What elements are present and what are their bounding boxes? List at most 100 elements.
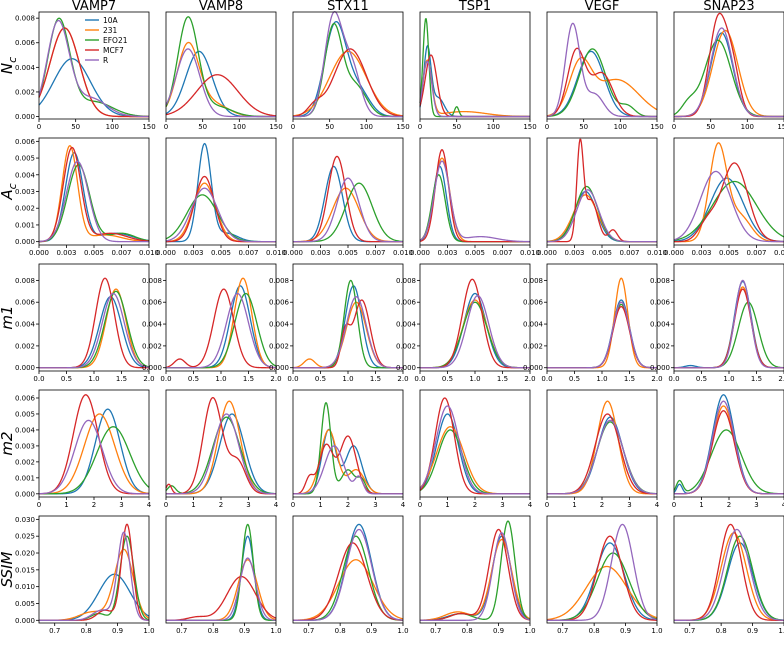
panel-n-c-tsp1: 0 50 100 150 (418, 11, 537, 131)
series-line-efo21 (673, 429, 784, 495)
series-line-r (674, 528, 784, 621)
y-tick-label: 0.005 (15, 410, 35, 418)
panel-a-c-vamp8: 0.000 0.003 0.005 0.007 0.010 (156, 137, 286, 257)
row-label-m2: m2 (0, 431, 16, 455)
y-tick-label: 0.005 (15, 600, 35, 608)
series-line-r (420, 532, 531, 621)
x-tick-label: 0.003 (310, 249, 330, 257)
x-tick-label: 3 (500, 501, 504, 509)
series-line-mcf7 (38, 146, 150, 243)
panel-a-c-stx11: 0.000 0.003 0.005 0.007 0.010 (283, 137, 413, 257)
y-tick-label: 0.004 (15, 171, 36, 179)
series-line-231 (292, 559, 404, 621)
x-tick-label: 0.010 (647, 249, 667, 257)
x-tick-label: 0.8 (589, 627, 600, 635)
x-tick-label: 2 (727, 501, 731, 509)
series-line-r (166, 557, 277, 621)
y-tick-label: 0.000 (15, 364, 35, 372)
y-tick-label: 0.010 (15, 583, 35, 591)
series-line-231 (165, 41, 276, 118)
panel-m1-snap23: 0.0 0.5 1.0 1.5 2.0 0.000 0.002 0.004 0.006 0.008 (650, 263, 784, 383)
y-tick-label: 0.002 (142, 342, 162, 350)
x-tick-label: 0.007 (111, 249, 131, 257)
x-tick-label: 0 (418, 501, 422, 509)
series-line-r (293, 177, 403, 243)
x-tick-label: 0.010 (139, 249, 159, 257)
x-tick-label: 150 (142, 123, 155, 131)
y-tick-label: 0.008 (15, 277, 35, 285)
x-tick-label: 50 (706, 123, 715, 131)
series-line-mcf7 (165, 575, 277, 621)
series-line-10a (673, 394, 784, 495)
panel-frame (673, 515, 784, 624)
series-line-r (419, 405, 530, 495)
x-tick-label: 3 (373, 501, 377, 509)
y-tick-label: 0.025 (15, 533, 35, 541)
y-tick-label: 0.004 (650, 321, 671, 329)
y-tick-label: 0.004 (15, 321, 36, 329)
series-line-10a (420, 292, 530, 369)
x-tick-label: 1.5 (116, 375, 127, 383)
series-line-231 (419, 157, 530, 243)
x-tick-label: 1.0 (143, 627, 154, 635)
series-line-10a (547, 416, 658, 495)
y-tick-label: 0.002 (396, 342, 416, 350)
series-line-mcf7 (293, 155, 403, 243)
series-line-efo21 (546, 48, 658, 118)
x-tick-label: 4 (274, 501, 279, 509)
x-tick-label: 4 (147, 501, 152, 509)
panel-frame (292, 137, 404, 246)
x-tick-label: 2.0 (270, 375, 281, 383)
x-tick-label: 0.7 (557, 627, 568, 635)
y-tick-label: 0.015 (15, 566, 35, 574)
series-line-efo21 (39, 290, 150, 369)
x-tick-label: 2 (600, 501, 604, 509)
y-tick-label: 0.000 (396, 364, 416, 372)
panel-frame (673, 11, 784, 120)
series-line-r (38, 419, 149, 495)
x-tick-label: 0 (37, 501, 41, 509)
series-line-mcf7 (165, 175, 276, 243)
y-tick-label: 0.000 (269, 364, 289, 372)
x-tick-label: 0.000 (537, 249, 557, 257)
series-line-efo21 (38, 164, 150, 243)
series-line-mcf7 (38, 27, 149, 118)
x-tick-label: 100 (614, 123, 627, 131)
row-label-main: m1 (0, 305, 16, 329)
x-tick-label: 0.9 (620, 627, 631, 635)
y-tick-label: 0.004 (269, 321, 290, 329)
series-line-efo21 (674, 301, 784, 369)
x-tick-label: 0.007 (619, 249, 639, 257)
row-label-m1: m1 (0, 305, 16, 329)
y-tick-label: 0.008 (396, 277, 416, 285)
x-tick-label: 1.5 (497, 375, 508, 383)
x-tick-label: 0.0 (287, 375, 298, 383)
panel-frame (38, 11, 150, 120)
y-tick-label: 0.006 (15, 39, 36, 47)
x-tick-label: 0.000 (283, 249, 303, 257)
x-tick-label: 0.8 (462, 627, 473, 635)
y-tick-label: 0.004 (15, 426, 36, 434)
x-tick-label: 2.0 (143, 375, 154, 383)
x-tick-label: 4 (782, 501, 784, 509)
series-line-231 (292, 50, 404, 117)
panel-frame (165, 515, 277, 624)
x-tick-label: 4 (401, 501, 406, 509)
column-title-vamp8: VAMP8 (199, 0, 243, 14)
series-line-231 (166, 400, 276, 495)
series-line-r (39, 531, 150, 621)
series-line-efo21 (165, 416, 277, 495)
row-label-subscript: c (6, 57, 19, 63)
panel-frame (546, 263, 658, 372)
y-tick-label: 0.006 (523, 299, 544, 307)
series-line-mcf7 (293, 299, 403, 369)
y-tick-label: 0.006 (15, 394, 36, 402)
series-line-10a (547, 299, 657, 369)
x-tick-label: 1.0 (596, 375, 607, 383)
series-line-r (419, 60, 530, 118)
series-line-r (674, 279, 784, 369)
y-tick-label: 0.001 (15, 474, 35, 482)
x-tick-label: 0.005 (84, 249, 104, 257)
x-tick-label: 1 (572, 501, 576, 509)
